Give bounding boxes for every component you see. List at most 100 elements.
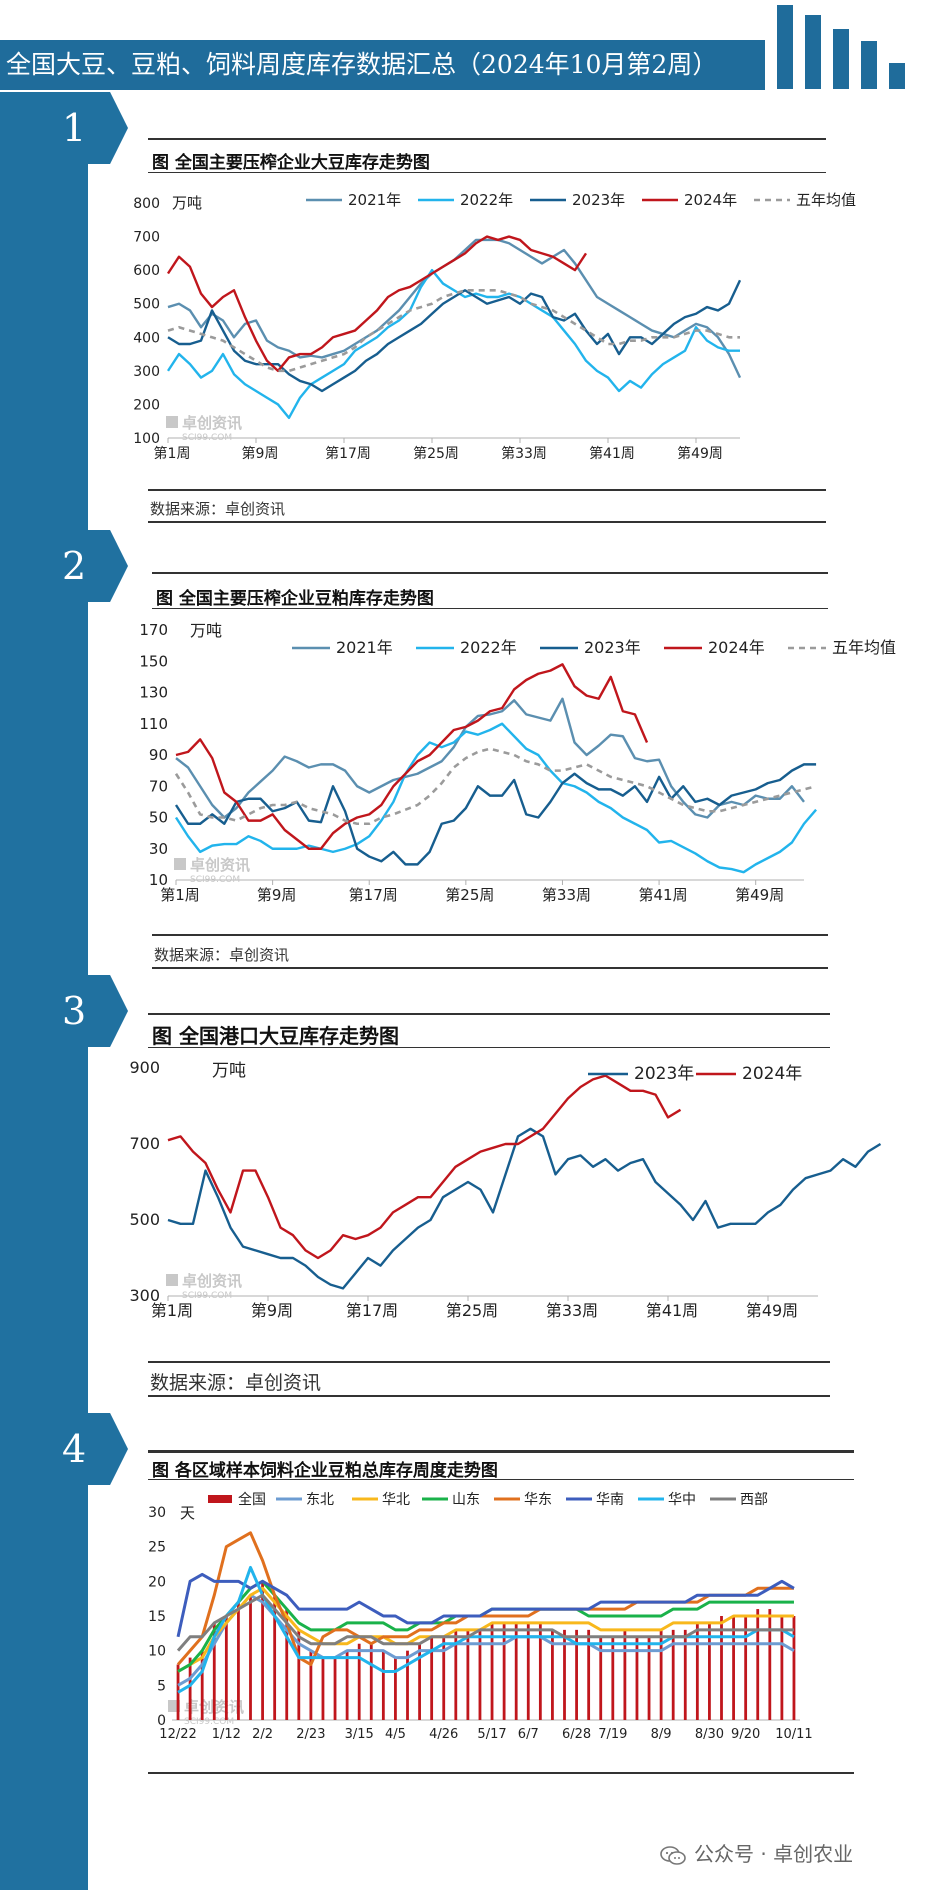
x-tick-label: 第33周 bbox=[546, 1301, 598, 1320]
chart1-source-rule bbox=[148, 521, 826, 523]
y-tick-label: 50 bbox=[149, 809, 168, 827]
chart4-bottom-rule bbox=[148, 1772, 854, 1774]
y-tick-label: 100 bbox=[133, 431, 160, 447]
watermark-text: 卓创资讯 bbox=[190, 856, 250, 874]
legend-label-0: 2023年 bbox=[634, 1064, 694, 1084]
series-line-2024-3 bbox=[166, 235, 588, 373]
x-tick-label: 第41周 bbox=[639, 886, 688, 904]
chart4-top-rule bbox=[148, 1450, 854, 1453]
bar-national-10 bbox=[297, 1629, 301, 1720]
bar-national-49 bbox=[768, 1609, 772, 1720]
bar-national-37 bbox=[623, 1629, 627, 1720]
series-line-2022-1 bbox=[166, 268, 740, 420]
series-line-region-6 bbox=[176, 1593, 794, 1652]
bar-national-1 bbox=[188, 1657, 192, 1720]
legend-label-0: 2021年 bbox=[336, 638, 393, 657]
watermark-logo-icon bbox=[166, 1274, 178, 1286]
bar-national-51 bbox=[792, 1616, 796, 1720]
series-line-region-3 bbox=[176, 1531, 794, 1667]
x-tick-label: 6/7 bbox=[518, 1727, 539, 1742]
chart2-top-rule bbox=[152, 572, 828, 574]
x-tick-label: 第1周 bbox=[151, 1301, 193, 1320]
y-tick-label: 0 bbox=[157, 1713, 166, 1729]
wechat-account-label: 公众号 · 卓创农业 bbox=[694, 1842, 854, 1866]
chart2-title: 图 全国主要压榨企业豆粕库存走势图 bbox=[156, 589, 434, 609]
bar-national-50 bbox=[780, 1616, 784, 1720]
bar-national-12 bbox=[321, 1657, 325, 1720]
x-tick-label: 2/23 bbox=[296, 1727, 325, 1742]
bar-national-36 bbox=[611, 1636, 615, 1720]
bar-national-5 bbox=[237, 1602, 240, 1720]
bar-national-30 bbox=[538, 1622, 542, 1720]
series-line-2023-0 bbox=[167, 1127, 882, 1290]
bar-national-45 bbox=[720, 1616, 723, 1720]
series-line-x-4 bbox=[167, 288, 740, 373]
x-tick-label: 4/26 bbox=[429, 1727, 458, 1742]
decorative-bar-3 bbox=[833, 29, 849, 89]
y-tick-label: 200 bbox=[133, 397, 160, 413]
y-tick-label: 30 bbox=[148, 1505, 166, 1521]
bar-national-41 bbox=[671, 1629, 675, 1720]
bar-national-22 bbox=[442, 1636, 446, 1720]
bar-national-34 bbox=[587, 1629, 591, 1720]
y-tick-label: 15 bbox=[148, 1609, 166, 1625]
x-tick-label: 3/15 bbox=[345, 1727, 374, 1742]
x-tick-label: 第49周 bbox=[735, 886, 784, 904]
bar-national-19 bbox=[406, 1650, 409, 1720]
chart3-title-rule bbox=[148, 1047, 830, 1048]
watermark-text: 卓创资讯 bbox=[182, 1272, 242, 1290]
x-tick-label: 第49周 bbox=[677, 445, 723, 462]
x-tick-label: 第25周 bbox=[445, 886, 494, 904]
bar-national-44 bbox=[708, 1622, 711, 1720]
bar-national-42 bbox=[683, 1629, 687, 1720]
bar-national-20 bbox=[418, 1643, 421, 1720]
y-tick-label: 900 bbox=[129, 1058, 160, 1077]
x-tick-label: 6/28 bbox=[562, 1727, 591, 1742]
legend-swatch-0 bbox=[208, 1495, 232, 1503]
legend-label-3: 2024年 bbox=[684, 191, 737, 209]
x-tick-label: 8/9 bbox=[651, 1727, 672, 1742]
legend-label-1: 2022年 bbox=[460, 638, 517, 657]
bar-national-35 bbox=[599, 1636, 603, 1720]
y-tick-label: 700 bbox=[129, 1134, 160, 1153]
series-line-2023-2 bbox=[174, 763, 817, 866]
legend-label-3: 山东 bbox=[452, 1492, 480, 1508]
bar-national-9 bbox=[285, 1609, 289, 1720]
watermark-url: SCI99.COM bbox=[190, 875, 240, 885]
chart1-source: 数据来源：卓创资讯 bbox=[150, 500, 286, 518]
y-tick-label: 130 bbox=[139, 684, 168, 702]
legend-label-5: 华南 bbox=[596, 1492, 624, 1508]
bar-national-2 bbox=[200, 1650, 204, 1720]
bar-national-33 bbox=[575, 1629, 578, 1720]
x-tick-label: 第9周 bbox=[242, 445, 279, 462]
bar-national-4 bbox=[224, 1616, 228, 1720]
y-tick-label: 600 bbox=[133, 263, 160, 279]
decorative-bar-2 bbox=[805, 15, 821, 89]
section-3-tab: 3 bbox=[0, 975, 128, 1047]
x-tick-label: 第1周 bbox=[154, 445, 191, 462]
chart4-title-rule bbox=[148, 1479, 854, 1480]
bar-national-8 bbox=[273, 1595, 277, 1720]
x-tick-label: 8/30 bbox=[695, 1727, 724, 1742]
x-tick-label: 第25周 bbox=[413, 445, 459, 462]
legend-label-2: 2023年 bbox=[572, 191, 625, 209]
x-tick-label: 第41周 bbox=[589, 445, 635, 462]
y-tick-label: 400 bbox=[133, 330, 160, 346]
bar-national-24 bbox=[466, 1629, 470, 1720]
y-tick-label: 300 bbox=[129, 1286, 160, 1305]
y-tick-label: 5 bbox=[157, 1678, 166, 1694]
legend-label-4: 华东 bbox=[524, 1492, 552, 1508]
bar-national-28 bbox=[514, 1622, 518, 1720]
bar-national-6 bbox=[249, 1595, 252, 1720]
series-line-region-4 bbox=[176, 1572, 795, 1638]
y-axis-unit-label: 万吨 bbox=[190, 621, 222, 640]
y-tick-label: 500 bbox=[133, 297, 160, 313]
series-line-region-5 bbox=[177, 1565, 795, 1694]
x-tick-label: 第49周 bbox=[746, 1301, 798, 1320]
section-1-tab: 1 bbox=[0, 92, 128, 164]
x-tick-label: 1/12 bbox=[212, 1727, 241, 1742]
y-tick-label: 30 bbox=[149, 840, 168, 858]
legend-label-1: 2024年 bbox=[742, 1064, 802, 1084]
legend-label-2: 华北 bbox=[382, 1492, 410, 1508]
watermark-url: SCI99.COM bbox=[184, 1717, 234, 1727]
